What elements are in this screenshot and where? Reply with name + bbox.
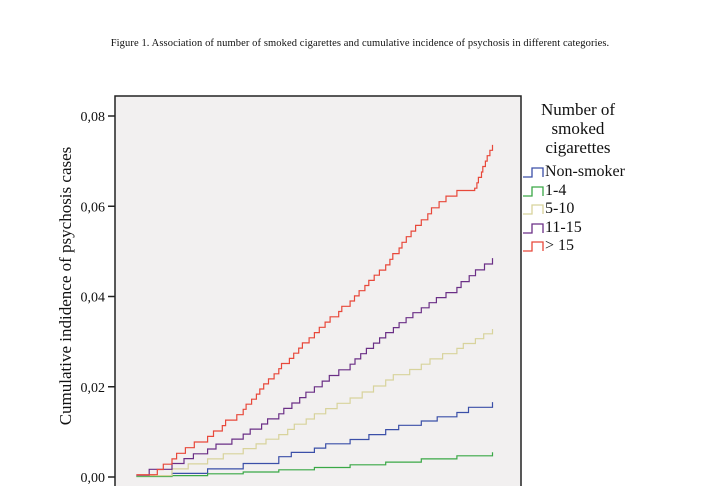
series-line-3 bbox=[136, 258, 494, 476]
chart-title: Figure 1. Association of number of smoke… bbox=[110, 38, 610, 49]
legend-item: 11-15 bbox=[522, 219, 672, 238]
legend-label: 5-10 bbox=[545, 200, 575, 218]
y-axis-label: Cumulative indidence of psychosis cases bbox=[56, 147, 75, 426]
legend-item: 1-4 bbox=[522, 182, 672, 201]
legend-item: 5-10 bbox=[522, 200, 672, 219]
legend-label: > 15 bbox=[545, 237, 575, 255]
y-tick-label: 0,08 bbox=[81, 110, 106, 125]
legend-label: Non-smoker bbox=[545, 163, 625, 181]
legend-swatch-icon bbox=[523, 204, 544, 215]
y-tick-label: 0,06 bbox=[81, 200, 106, 215]
legend-swatch-icon bbox=[523, 167, 544, 178]
y-tick-label: 0,00 bbox=[81, 471, 106, 486]
series-line-1 bbox=[136, 452, 494, 478]
series-line-4 bbox=[136, 144, 494, 476]
legend-swatch-icon bbox=[523, 186, 544, 197]
legend-swatch-icon bbox=[523, 241, 544, 252]
legend-label: 11-15 bbox=[545, 218, 582, 236]
y-tick-label: 0,02 bbox=[81, 381, 106, 396]
plot-area bbox=[114, 95, 522, 486]
legend-title: Number of smoked cigarettes bbox=[540, 100, 616, 157]
y-tick-label: 0,04 bbox=[81, 291, 106, 306]
series-line-2 bbox=[136, 329, 494, 477]
legend-item: Non-smoker bbox=[522, 163, 672, 182]
series-line-0 bbox=[136, 402, 494, 477]
legend-swatch-icon bbox=[523, 223, 544, 234]
legend: Number of smoked cigarettes Non-smoker 1-… bbox=[522, 100, 672, 256]
legend-item: > 15 bbox=[522, 237, 672, 256]
legend-label: 1-4 bbox=[545, 181, 567, 199]
